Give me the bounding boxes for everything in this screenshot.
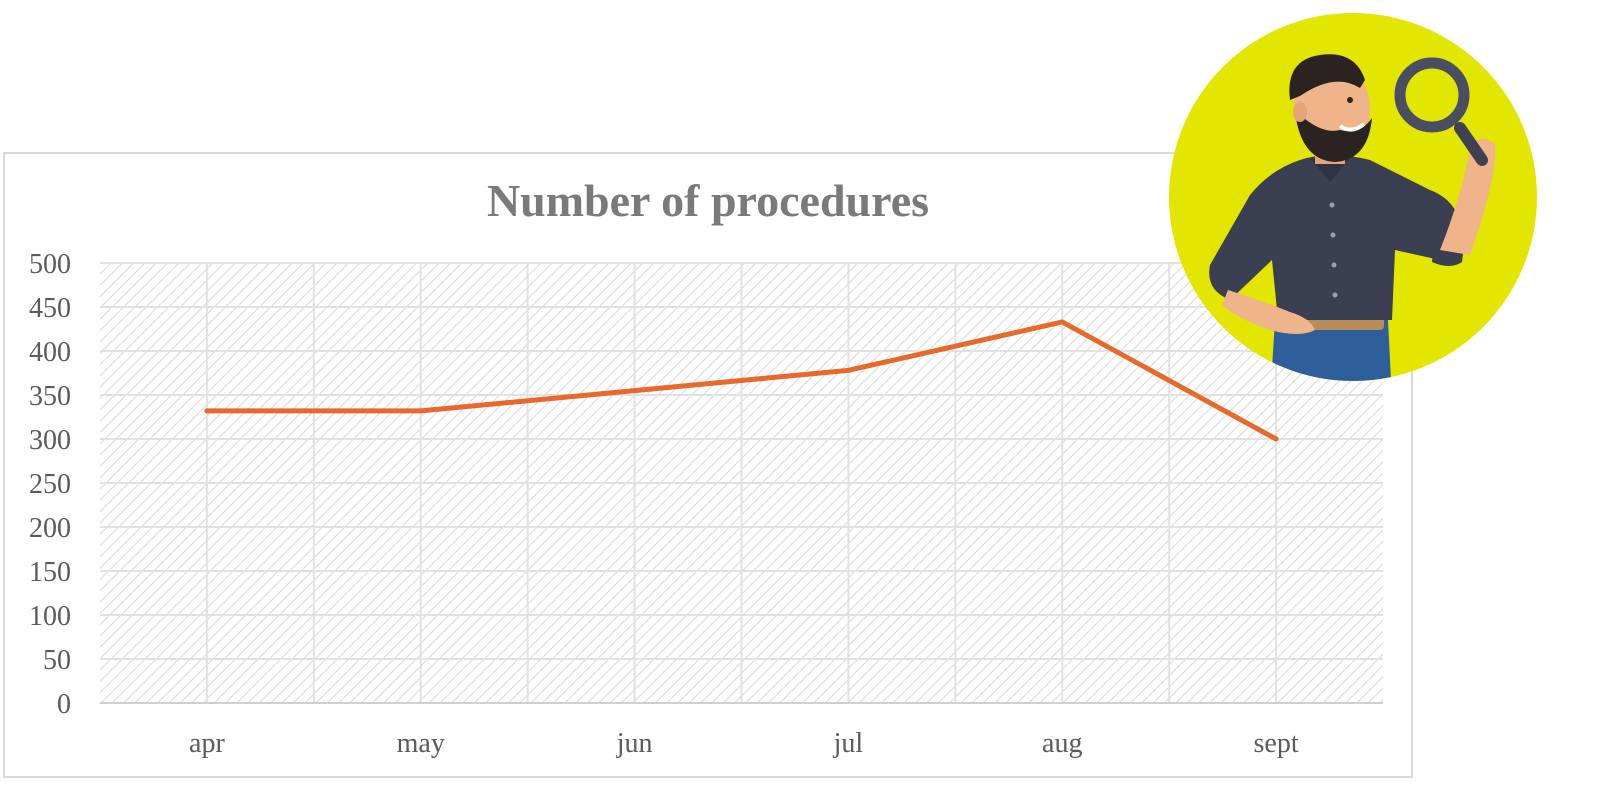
series-layer — [204, 319, 1279, 442]
data-point-sept — [1273, 436, 1279, 442]
series-line-0 — [204, 319, 1279, 442]
y-tick-label: 500 — [29, 249, 71, 280]
y-tick-label: 250 — [29, 469, 71, 500]
data-point-apr — [204, 408, 210, 414]
data-point-aug — [1059, 319, 1065, 325]
x-axis-ticks: apr may jun jul aug sept — [189, 728, 1299, 759]
y-tick-label: 100 — [29, 601, 71, 632]
data-point-jul — [845, 367, 851, 373]
gridlines — [100, 262, 1383, 703]
data-point-jun — [632, 388, 638, 394]
y-tick-label: 300 — [29, 425, 71, 456]
y-tick-label: 350 — [29, 381, 71, 412]
y-axis-ticks: 0 50 100 150 200 250 300 350 400 450 500 — [29, 249, 71, 720]
x-tick-label-aug: aug — [1042, 728, 1082, 759]
man-with-magnifying-glass-icon — [1169, 13, 1537, 381]
x-tick-label-sept: sept — [1254, 728, 1299, 759]
y-tick-label: 450 — [29, 293, 71, 324]
x-tick-label-jul: jul — [833, 728, 864, 759]
y-tick-label: 0 — [57, 689, 71, 720]
y-tick-label: 400 — [29, 337, 71, 368]
y-tick-label: 50 — [43, 645, 71, 676]
x-tick-label-jun: jun — [616, 728, 653, 759]
data-point-may — [418, 408, 424, 414]
x-tick-label-may: may — [397, 728, 445, 759]
chart-title: Number of procedures — [487, 175, 929, 226]
y-tick-label: 150 — [29, 557, 71, 588]
x-tick-label-apr: apr — [189, 728, 225, 759]
y-tick-label: 200 — [29, 513, 71, 544]
